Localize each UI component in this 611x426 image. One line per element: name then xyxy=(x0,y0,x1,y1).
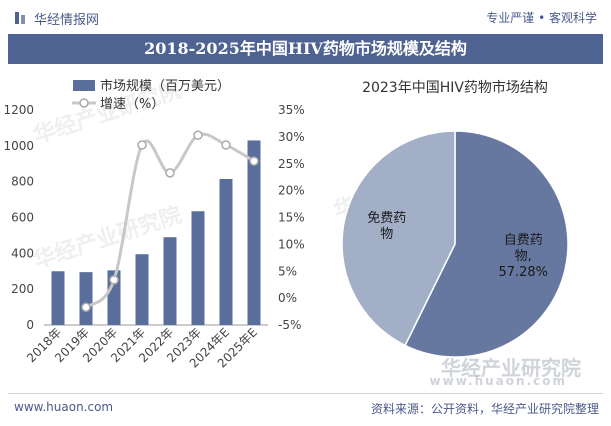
brand-name: 华经情报网 xyxy=(34,13,100,28)
y-right-tick-label: 20% xyxy=(278,184,305,198)
y-left-tick-label: 400 xyxy=(11,246,34,260)
pie-label-self-pct: 57.28% xyxy=(498,265,548,280)
growth-point xyxy=(165,168,175,178)
y-left-tick-label: 600 xyxy=(11,211,34,225)
title-band: 2018-2025年中国HIV药物市场规模及结构 xyxy=(8,34,603,64)
footer-divider xyxy=(8,393,603,394)
growth-point xyxy=(109,275,119,285)
bar xyxy=(191,211,205,325)
y-right-tick-label: 0% xyxy=(278,291,297,305)
pie-slice xyxy=(404,130,569,358)
y-right-tick-label: 25% xyxy=(278,157,305,171)
growth-point xyxy=(221,140,231,150)
bar xyxy=(107,270,121,325)
growth-point xyxy=(81,302,91,313)
y-left-tick-label: 800 xyxy=(11,175,34,189)
watermark-bottom-url: www.huaon.com xyxy=(429,374,567,388)
slogan: 专业严谨 • 客观科学 xyxy=(486,11,597,25)
y-left-tick-label: 1000 xyxy=(3,139,34,153)
y-right-tick-label: 30% xyxy=(278,130,305,144)
y-left-tick-label: 200 xyxy=(11,282,34,296)
growth-point xyxy=(249,156,259,166)
y-right-tick-label: 15% xyxy=(278,211,305,225)
y-right-tick-label: 5% xyxy=(278,264,297,278)
bar xyxy=(51,271,65,325)
growth-point xyxy=(193,130,203,141)
y-right-tick-label: 35% xyxy=(278,103,305,117)
pie-label-self-cont: 物, xyxy=(515,249,532,264)
bar xyxy=(163,237,177,325)
brand-logo-icon xyxy=(15,12,25,24)
bar xyxy=(79,272,93,325)
watermark-bottom: 华经产业研究院 xyxy=(441,356,581,380)
y-right-tick-label: 10% xyxy=(278,237,305,251)
chart-canvas: 0 200 400 600 800 1000 1200 -5% 0% 5% 10% 15% 20% 25%… xyxy=(3,78,569,371)
page-title: 2018-2025年中国HIV药物市场规模及结构 xyxy=(144,39,467,58)
bar xyxy=(247,140,261,325)
growth-point xyxy=(137,140,147,150)
pie-label-self: 自费药 xyxy=(504,233,543,248)
y-right-tick-label: -5% xyxy=(278,318,301,332)
pie-label-free-cont: 物 xyxy=(380,227,393,242)
legend-bar-label: 市场规模（百万美元） xyxy=(100,78,230,94)
pie-label-free: 免费药 xyxy=(367,211,406,226)
bar xyxy=(135,254,149,325)
pie-slice xyxy=(341,130,456,347)
top-bar: 华经情报网 专业严谨 • 客观科学 xyxy=(0,0,611,34)
bar xyxy=(219,178,233,325)
legend-line-marker xyxy=(79,98,89,108)
pie-title: 2023年中国HIV药物市场结构 xyxy=(362,79,548,96)
legend-line-label: 增速（%） xyxy=(100,97,164,112)
footer-source: 资料来源：公开资料，华经产业研究院整理 xyxy=(370,402,599,416)
y-left-tick-label: 1200 xyxy=(3,103,34,117)
legend-bar-swatch xyxy=(73,80,95,91)
footer-url[interactable]: www.huaon.com xyxy=(14,400,114,414)
y-left-tick-label: 0 xyxy=(26,318,34,332)
